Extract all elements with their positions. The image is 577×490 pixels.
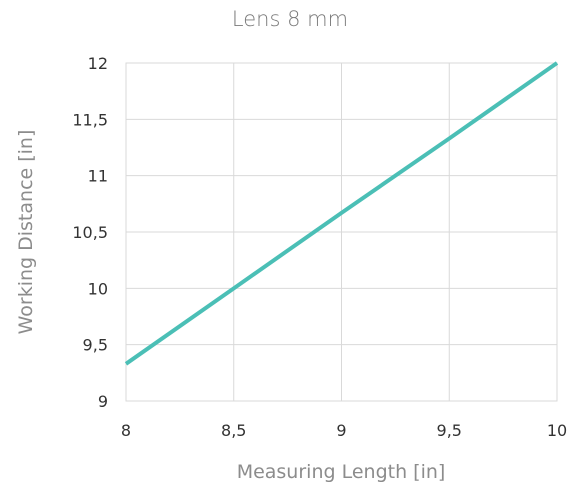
y-axis-label: Working Distance [in] — [15, 130, 37, 335]
x-tick-label: 9 — [336, 421, 346, 440]
y-axis-ticks: 9 9,5 10 10,5 11 11,5 12 — [72, 54, 108, 411]
y-tick-label: 11 — [88, 167, 108, 186]
x-tick-label: 8,5 — [221, 421, 246, 440]
y-tick-label: 9 — [98, 392, 108, 411]
series-layer — [124, 61, 559, 366]
y-tick-label: 12 — [88, 54, 108, 73]
y-tick-label: 10 — [88, 279, 108, 298]
x-axis-label: Measuring Length [in] — [237, 461, 446, 483]
y-tick-label: 9,5 — [83, 336, 108, 355]
x-axis-ticks: 8 8,5 9 9,5 10 — [121, 421, 567, 440]
x-tick-label: 8 — [121, 421, 131, 440]
chart-title: Lens 8 mm — [232, 7, 348, 31]
x-tick-label: 10 — [547, 421, 567, 440]
grid — [125, 62, 558, 402]
y-tick-label: 10,5 — [72, 223, 108, 242]
plot-area — [125, 62, 558, 402]
y-tick-label: 11,5 — [72, 110, 108, 129]
series-line — [124, 61, 559, 366]
x-tick-label: 9,5 — [437, 421, 462, 440]
